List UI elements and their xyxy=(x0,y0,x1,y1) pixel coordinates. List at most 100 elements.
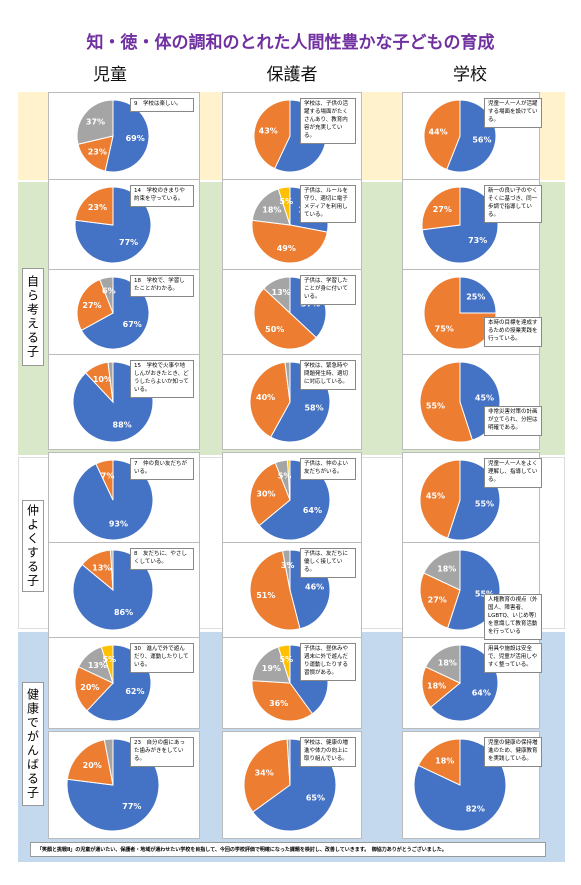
value-label: 82% xyxy=(466,805,485,814)
pie-slice xyxy=(459,276,497,314)
value-label: 25% xyxy=(466,293,485,302)
value-label: 34% xyxy=(255,768,274,777)
value-label: 13% xyxy=(88,661,107,670)
value-label: 45% xyxy=(475,394,494,403)
caption: 9 学校は楽しい。 xyxy=(130,98,194,112)
value-label: 62% xyxy=(125,687,144,696)
value-label: 37% xyxy=(86,118,105,127)
value-label: 51% xyxy=(256,591,275,600)
value-label: 46% xyxy=(305,582,324,591)
pie-slice xyxy=(286,738,291,786)
value-label: 13% xyxy=(92,563,111,572)
pie-slice xyxy=(421,666,461,708)
pie-slice xyxy=(419,361,473,443)
value-label: 67% xyxy=(123,320,142,329)
caption: 子供は、仲のよい友だちがいる。 xyxy=(300,458,356,480)
value-label: 49% xyxy=(277,244,296,253)
pie-slice xyxy=(249,361,291,438)
pie-slice xyxy=(277,186,291,226)
pie-slice xyxy=(424,644,461,684)
pie-slice xyxy=(66,739,114,786)
pie-slice xyxy=(421,186,461,231)
value-label: 27% xyxy=(428,595,447,604)
section-label: 自ら考える子 xyxy=(22,268,44,366)
value-label: 55% xyxy=(475,589,494,598)
value-label: 65% xyxy=(306,793,325,802)
value-label: 56% xyxy=(472,136,491,145)
caption: 子供は、友だちに優しく接している。 xyxy=(300,548,356,578)
pie-slice xyxy=(251,680,314,722)
value-label: 30% xyxy=(256,489,275,498)
pie-slice xyxy=(423,99,461,171)
value-label: 73% xyxy=(468,236,487,245)
value-label: 55% xyxy=(426,401,445,410)
pie-slice xyxy=(281,549,291,591)
pie-slice xyxy=(109,549,114,591)
pie-slice xyxy=(251,188,291,226)
pie-slice xyxy=(100,644,114,684)
pie-slice xyxy=(419,572,461,629)
pie-slice xyxy=(253,99,291,170)
pie-slice xyxy=(286,459,291,501)
value-label: 18% xyxy=(427,681,446,690)
value-label: 27% xyxy=(433,205,452,214)
pie-slice xyxy=(419,459,461,539)
section-label: 健康でがんばる子 xyxy=(22,682,44,806)
value-label: 10% xyxy=(93,375,112,384)
value-label: 77% xyxy=(122,802,141,811)
caption: 子供は、学習したことが身に付いている。 xyxy=(300,275,356,305)
pie-slice xyxy=(107,361,114,403)
value-label: 69% xyxy=(126,134,145,143)
value-label: 93% xyxy=(109,520,128,529)
pie-slice xyxy=(277,644,291,684)
pie-slice xyxy=(104,99,150,173)
value-label: 77% xyxy=(119,238,138,247)
value-label: 45% xyxy=(426,492,445,501)
caption: 人権教育の視点（外国人、障害者、LGBTQ、いじめ等）を意識して教育活動を行って… xyxy=(484,594,542,640)
pie-slice xyxy=(263,276,291,315)
caption: 7 仲の良い友だちがいる。 xyxy=(130,458,194,480)
pie-slice xyxy=(95,459,114,501)
value-label: 18% xyxy=(437,565,456,574)
value-label: 36% xyxy=(269,699,288,708)
caption: 学校は、子供の活躍する場面がたくさんあり、教育内容が充実している。 xyxy=(300,98,356,144)
pie-slice xyxy=(76,278,114,332)
caption: 子供は、ルールを守り、適切に電子メディアを利用している。 xyxy=(300,185,356,223)
value-label: 19% xyxy=(262,664,281,673)
value-label: 20% xyxy=(83,761,102,770)
value-label: 58% xyxy=(304,404,323,413)
value-label: 18% xyxy=(262,205,281,214)
caption: 23 自分の歯にあった歯みがきをしている。 xyxy=(130,737,194,767)
pie-slice xyxy=(249,550,301,631)
pie-slice xyxy=(251,646,291,684)
pie-slice xyxy=(77,135,114,172)
caption: 新一の良い子のやくそくに基づき、同一歩調で指導している。 xyxy=(484,185,542,223)
value-label: 88% xyxy=(113,421,132,430)
pie-slice xyxy=(284,361,291,403)
column-header: 学校 xyxy=(453,65,487,85)
caption: 8 友だちに、やさしくしている。 xyxy=(130,548,194,570)
caption: 児童の健康の保持増進のため、健康教育を実践している。 xyxy=(484,737,542,767)
caption: 30 進んで外で遊んだり、運動したりしている。 xyxy=(130,643,194,673)
value-label: 55% xyxy=(475,499,494,508)
caption: 児童一人一人をよく理解し、指導している。 xyxy=(484,458,542,488)
value-label: 6% xyxy=(102,287,116,296)
value-label: 64% xyxy=(303,506,322,515)
value-label: 3% xyxy=(281,561,295,570)
section-label: 仲よくする子 xyxy=(22,500,44,592)
value-label: 5% xyxy=(278,471,292,480)
pie-slice xyxy=(99,276,114,314)
value-label: 7% xyxy=(101,471,115,480)
value-label: 23% xyxy=(88,203,107,212)
caption: 18 学校で、学習したことがわかる。 xyxy=(130,275,194,297)
pie-slice xyxy=(74,666,114,712)
title: 知・徳・体の調和のとれた人間性豊かな子どもの育成 xyxy=(86,33,495,53)
value-label: 18% xyxy=(435,756,454,765)
value-label: 5% xyxy=(280,655,294,664)
value-label: 27% xyxy=(82,301,101,310)
pie-slice xyxy=(243,738,291,813)
value-label: 43% xyxy=(259,127,278,136)
pie-slice xyxy=(103,738,114,786)
